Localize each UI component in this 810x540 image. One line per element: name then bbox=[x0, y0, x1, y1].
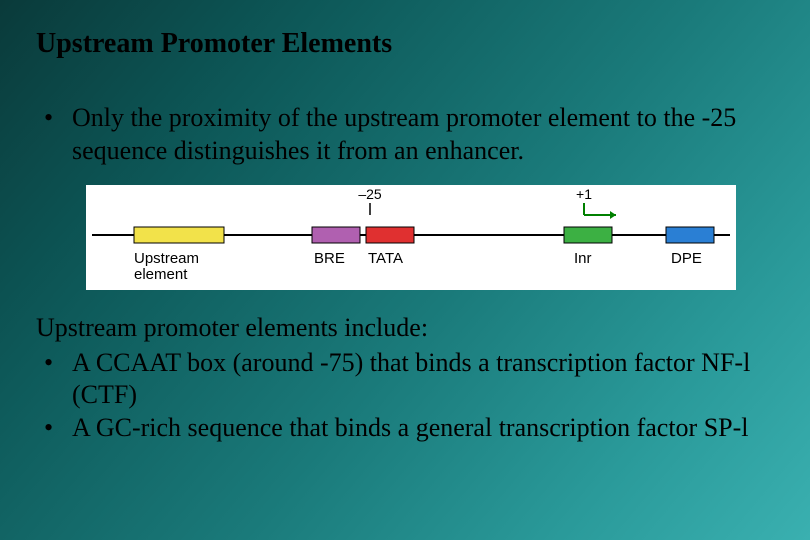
upstream-element-label: Upstream bbox=[134, 250, 199, 267]
below-block: Upstream promoter elements include: •A C… bbox=[36, 312, 774, 444]
top-bullet: • Only the proximity of the upstream pro… bbox=[44, 102, 774, 167]
below-lead: Upstream promoter elements include: bbox=[36, 312, 774, 345]
inr-box bbox=[564, 227, 612, 243]
slide-title: Upstream Promoter Elements bbox=[36, 28, 774, 60]
top-bullet-text: Only the proximity of the upstream promo… bbox=[72, 102, 774, 167]
dpe-label: DPE bbox=[671, 250, 702, 267]
upstream-element-label2: element bbox=[134, 266, 188, 283]
upstream-element-box bbox=[134, 227, 224, 243]
bre-label: BRE bbox=[314, 250, 345, 267]
dpe-box bbox=[666, 227, 714, 243]
below-bullet: •A GC-rich sequence that binds a general… bbox=[44, 412, 774, 445]
tata-label: TATA bbox=[368, 250, 403, 267]
inr-label: Inr bbox=[574, 250, 592, 267]
promoter-diagram: –25 +1 Upstreamelement BRE TATA Inr DPE bbox=[86, 185, 736, 290]
bullet-marker: • bbox=[44, 412, 72, 445]
tss-arrow bbox=[584, 203, 616, 219]
below-bullet-text: A CCAAT box (around -75) that binds a tr… bbox=[72, 347, 774, 412]
position-marks: –25 +1 bbox=[358, 186, 592, 215]
tata-box bbox=[366, 227, 414, 243]
bre-box bbox=[312, 227, 360, 243]
below-bullet-text: A GC-rich sequence that binds a general … bbox=[72, 412, 774, 445]
position-label: +1 bbox=[576, 186, 592, 202]
promoter-diagram-svg: –25 +1 Upstreamelement BRE TATA Inr DPE bbox=[86, 185, 736, 290]
below-bullet: •A CCAAT box (around -75) that binds a t… bbox=[44, 347, 774, 412]
position-label: –25 bbox=[358, 186, 382, 202]
bullet-marker: • bbox=[44, 102, 72, 167]
bullet-marker: • bbox=[44, 347, 72, 412]
